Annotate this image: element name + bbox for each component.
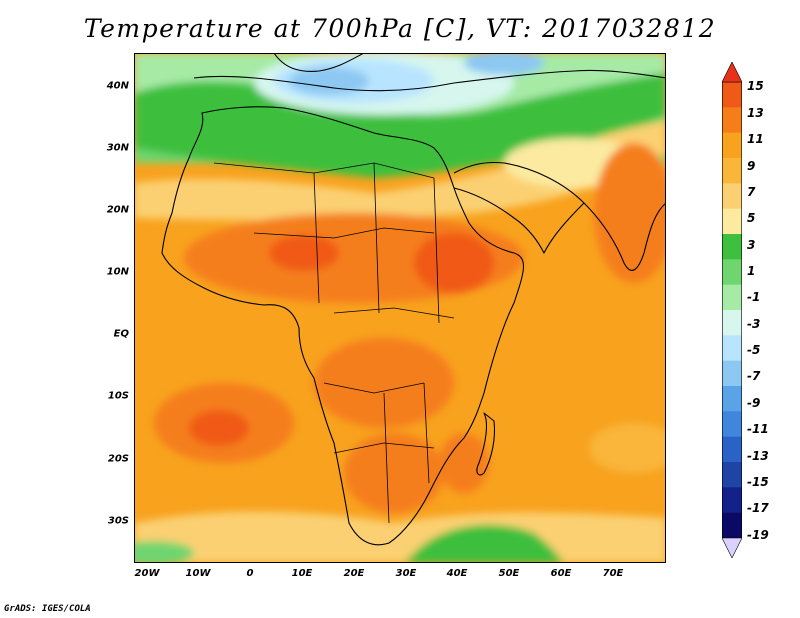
- border-ns-south: [383, 392, 390, 524]
- hot-spot-atlantic: [189, 410, 249, 446]
- border-ns-east: [433, 177, 440, 324]
- colorbar-band: [722, 487, 742, 514]
- border-ns-central: [373, 162, 380, 314]
- warm-core-india: [594, 143, 666, 283]
- colorbar-band: [722, 234, 742, 260]
- colorbar-label: -9: [747, 396, 761, 410]
- lat-tick-label: EQ: [113, 328, 129, 340]
- colorbar-bands: [722, 81, 742, 539]
- africa-coastline: [161, 106, 524, 546]
- border-sahara: [213, 162, 435, 179]
- colorbar-label: -3: [747, 317, 761, 331]
- warm-core-congo: [314, 338, 454, 428]
- lat-tick-label: 30N: [106, 142, 129, 154]
- colorbar-label: 3: [747, 238, 756, 252]
- colorbar-band: [722, 462, 742, 488]
- coastlines: [161, 53, 666, 546]
- lon-tick-label: 30E: [395, 568, 417, 579]
- lat-tick-label: 10S: [107, 390, 129, 402]
- colorbar-band: [722, 436, 742, 463]
- chart-title: Temperature at 700hPa [C], VT: 201703281…: [83, 14, 717, 43]
- lon-tick-label: 20W: [134, 568, 160, 579]
- lon-tick-label: 10E: [291, 568, 313, 579]
- lon-tick-label: 50E: [498, 568, 520, 579]
- grads-credit: GrADS: IGES/COLA: [4, 604, 91, 614]
- border-south: [333, 442, 435, 454]
- colorbar-label: -17: [747, 501, 769, 515]
- colorbar-label: 9: [747, 159, 756, 173]
- colorbar-band: [722, 310, 742, 336]
- colorbar-label: 5: [747, 211, 756, 225]
- lat-tick-label: 30S: [107, 515, 129, 527]
- lat-tick-label: 40N: [106, 80, 129, 92]
- colorbar-label: -1: [747, 290, 761, 304]
- lon-tick-label: 10W: [185, 568, 211, 579]
- colorbar-label: 1: [747, 264, 756, 278]
- colorbar-label: 13: [747, 106, 764, 120]
- lon-tick-label: 20E: [343, 568, 365, 579]
- colorbar-label: -13: [747, 449, 769, 463]
- warm-core-south-africa: [344, 433, 444, 513]
- lat-tick-label: 20S: [107, 453, 129, 465]
- colorbar-label: -7: [747, 369, 761, 383]
- mediterranean-coastline: [193, 69, 666, 92]
- border-sahel: [253, 227, 435, 239]
- colorbar-band: [722, 82, 742, 108]
- colorbar-band: [722, 132, 742, 159]
- colorbar-band: [722, 183, 742, 210]
- colorbar-band: [722, 107, 742, 134]
- border-congo: [323, 382, 425, 394]
- madagascar-coastline: [476, 412, 496, 476]
- colorbar-label: 15: [747, 79, 764, 93]
- hot-spot-ethiopia: [414, 233, 494, 293]
- europe-coastline: [273, 53, 365, 72]
- colorbar-label: 11: [747, 132, 764, 146]
- colorbar-band: [722, 284, 742, 311]
- colorbar-band: [722, 512, 742, 539]
- colorbar-min-arrow: [722, 537, 742, 558]
- colorbar-label: -11: [747, 422, 769, 436]
- colorbar-band: [722, 411, 742, 438]
- colorbar-label: 7: [747, 185, 756, 199]
- colorbar-label: -19: [747, 528, 769, 542]
- colorbar-band: [722, 158, 742, 184]
- green-patch-south: [404, 524, 564, 563]
- lat-tick-label: 10N: [106, 266, 129, 278]
- map-canvas: [134, 53, 666, 563]
- cold-pool-east: [464, 53, 544, 75]
- border-ns-west: [313, 172, 320, 304]
- india-coastline: [583, 202, 666, 271]
- country-borders: [213, 162, 455, 524]
- lon-tick-label: 0: [246, 568, 254, 579]
- hot-spot-west: [269, 235, 339, 271]
- colorbar-label: -5: [747, 343, 761, 357]
- lon-tick-label: 60E: [550, 568, 572, 579]
- temperature-map: [134, 53, 666, 563]
- colorbar: [722, 62, 742, 558]
- colorbar-band: [722, 386, 742, 412]
- lon-tick-label: 40E: [446, 568, 468, 579]
- colorbar-band: [722, 335, 742, 362]
- green-patch-southwest: [134, 541, 194, 563]
- lon-tick-label: 70E: [602, 568, 624, 579]
- warm-core-mozambique: [439, 433, 489, 493]
- colorbar-band: [722, 360, 742, 387]
- colorbar-max-arrow: [722, 62, 742, 83]
- lat-tick-label: 20N: [106, 204, 129, 216]
- map-border: [134, 53, 666, 563]
- colorbar-label: -15: [747, 475, 769, 489]
- border-ns-southeast: [423, 382, 430, 484]
- warm-core-south-indian: [589, 423, 666, 473]
- arabia-coastline: [453, 161, 585, 254]
- cold-pool-inner: [289, 67, 369, 95]
- colorbar-band: [722, 208, 742, 235]
- border-central: [333, 307, 455, 319]
- transition-band: [134, 121, 666, 221]
- colorbar-band: [722, 259, 742, 286]
